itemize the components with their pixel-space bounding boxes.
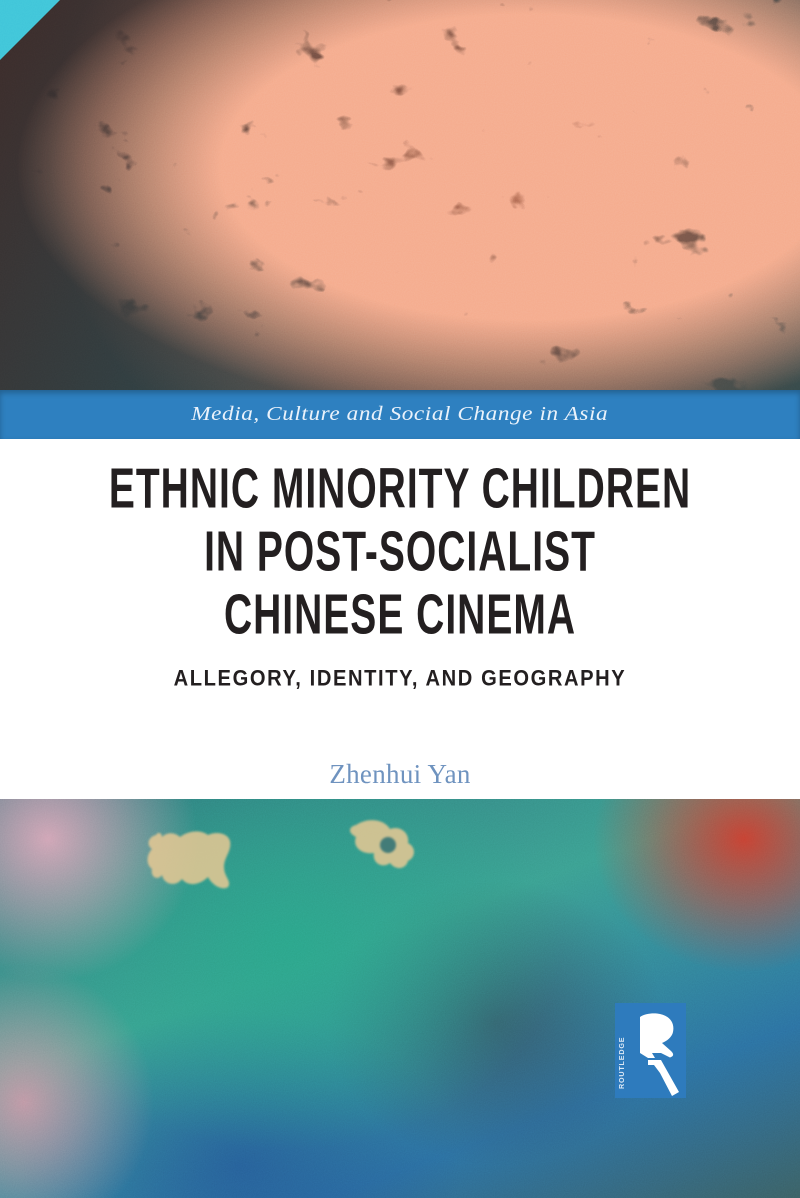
svg-text:ROUTLEDGE: ROUTLEDGE [617, 1037, 626, 1089]
